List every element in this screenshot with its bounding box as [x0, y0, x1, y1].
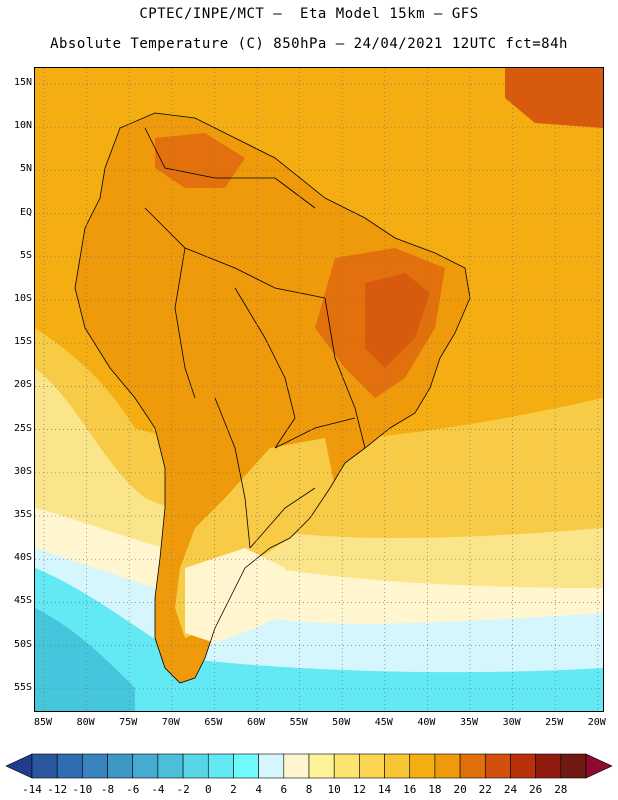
colorbar-swatch	[233, 753, 259, 779]
colorbar-swatch	[384, 753, 411, 779]
colorbar-tick-label: 12	[353, 783, 366, 796]
colorbar-tick-label: 20	[453, 783, 466, 796]
colorbar-swatch	[459, 753, 486, 779]
colorbar-swatch	[82, 753, 108, 779]
colorbar-swatch	[157, 753, 184, 779]
lat-tick-label: 10S	[13, 293, 32, 304]
colorbar-swatch	[31, 753, 58, 779]
colorbar-tick-label: -10	[72, 783, 92, 796]
map-panel	[34, 67, 604, 712]
colorbar-tick-label: -6	[126, 783, 139, 796]
colorbar-swatch	[132, 753, 159, 779]
colorbar-swatch	[182, 753, 209, 779]
lat-tick-label: 5S	[19, 249, 32, 261]
colorbar-tick-label: 0	[205, 783, 212, 796]
lat-tick-label: 15N	[13, 77, 32, 88]
colorbar-swatch	[107, 753, 134, 779]
colorbar-tick-label: 6	[281, 783, 288, 796]
colorbar-swatch	[207, 753, 234, 779]
colorbar-swatch	[510, 753, 536, 779]
lon-tick-label: 50W	[332, 717, 351, 728]
colorbar-swatch	[409, 753, 436, 779]
colorbar-tick-label: 2	[230, 783, 237, 796]
lon-tick-label: 20W	[587, 717, 606, 728]
lat-tick-label: 10N	[13, 120, 32, 132]
colorbar-tick-label: -2	[176, 783, 189, 796]
lon-tick-label: 80W	[76, 717, 95, 728]
colorbar-tick-label: 10	[328, 783, 341, 796]
colorbar-swatch	[434, 753, 461, 779]
lat-tick-label: 25S	[13, 422, 32, 434]
lon-tick-label: 35W	[459, 717, 479, 728]
colorbar: -14 -12 -10 -8 -6 -4 -2 0 2 4 6 8 10 12 14 16 18 20 22 24 26…	[5, 753, 613, 796]
colorbar-swatch	[484, 753, 511, 779]
lon-tick-label: 45W	[374, 717, 393, 728]
colorbar-tick-label: 24	[504, 783, 518, 796]
lon-tick-label: 70W	[161, 717, 180, 728]
colorbar-swatch	[56, 753, 83, 779]
lon-tick-label: 75W	[119, 717, 138, 728]
lat-tick-label: 40S	[13, 552, 32, 564]
lon-tick-label: 25W	[545, 717, 564, 728]
colorbar-tick-label: 14	[378, 783, 392, 796]
colorbar-swatch	[359, 753, 385, 779]
colorbar-tick-label: -4	[151, 783, 165, 796]
colorbar-swatch	[560, 753, 587, 779]
lat-tick-label: 20S	[13, 379, 32, 391]
colorbar-tick-label: -14	[22, 783, 42, 796]
colorbar-tick-label: 4	[255, 783, 262, 796]
colorbar-tick-label: 26	[529, 783, 542, 796]
lat-tick-label: EQ	[19, 206, 32, 218]
lat-tick-label: 45S	[13, 595, 32, 607]
colorbar-tick-label: 18	[428, 783, 441, 796]
lon-tick-label: 85W	[33, 717, 53, 728]
colorbar-tick-label: 8	[306, 783, 313, 796]
lon-tick-label: 30W	[502, 717, 521, 728]
lon-tick-label: 55W	[289, 717, 308, 728]
colorbar-tick-label: -8	[101, 783, 114, 796]
colorbar-arrow-low	[5, 753, 33, 779]
lon-tick-label: 65W	[204, 717, 223, 728]
temperature-map	[35, 68, 603, 711]
colorbar-swatch	[535, 753, 562, 779]
graticule	[35, 68, 603, 711]
colorbar-arrow-high	[585, 753, 613, 779]
lat-tick-label: 35S	[13, 509, 32, 520]
colorbar-tick-label: 28	[554, 783, 567, 796]
colorbar-swatch	[333, 753, 360, 779]
colorbar-tick-label: 16	[403, 783, 416, 796]
colorbar-swatch	[258, 753, 285, 779]
colorbar-swatch	[283, 753, 310, 779]
chart-title-line2: Absolute Temperature (C) 850hPa – 24/04/…	[50, 36, 568, 52]
lon-tick-label: 40W	[417, 717, 436, 728]
lon-tick-label: 60W	[246, 717, 266, 728]
colorbar-tick-label: 22	[479, 783, 492, 796]
lat-tick-label: 5N	[19, 163, 32, 175]
lat-tick-label: 30S	[13, 465, 32, 477]
lat-tick-label: 15S	[13, 336, 32, 348]
lat-tick-label: 55S	[13, 681, 32, 693]
lat-tick-label: 50S	[13, 638, 32, 650]
colorbar-swatch	[308, 753, 335, 779]
chart-title-line1: CPTEC/INPE/MCT – Eta Model 15km – GFS	[139, 6, 479, 22]
colorbar-tick-label: -12	[47, 783, 67, 796]
